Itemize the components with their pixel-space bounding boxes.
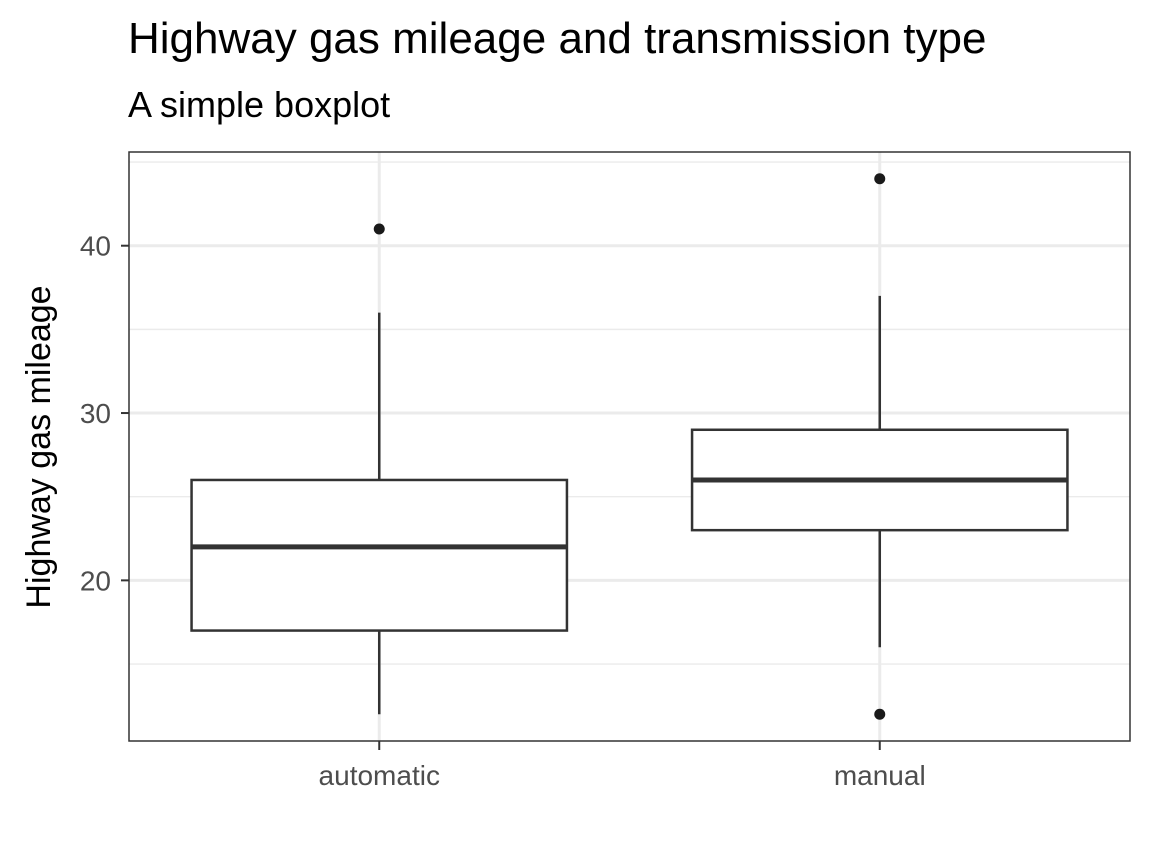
y-tick-label: 30 <box>80 398 111 429</box>
panel-border <box>128 151 1131 742</box>
x-tick-label: manual <box>834 760 926 791</box>
x-tick-label: automatic <box>319 760 440 791</box>
box-layer <box>190 173 1069 720</box>
box-iqr <box>190 478 569 632</box>
y-axis-title: Highway gas mileage <box>20 285 58 608</box>
y-tick-label: 40 <box>80 231 111 262</box>
outlier-point <box>874 173 886 185</box>
axis-layer: 20 30 40 automatic manual <box>80 231 926 791</box>
chart-subtitle: A simple boxplot <box>128 84 391 125</box>
outlier-point <box>874 708 886 720</box>
chart-title: Highway gas mileage and transmission typ… <box>128 14 987 63</box>
y-tick-label: 20 <box>80 565 111 596</box>
outlier-point <box>373 223 385 235</box>
